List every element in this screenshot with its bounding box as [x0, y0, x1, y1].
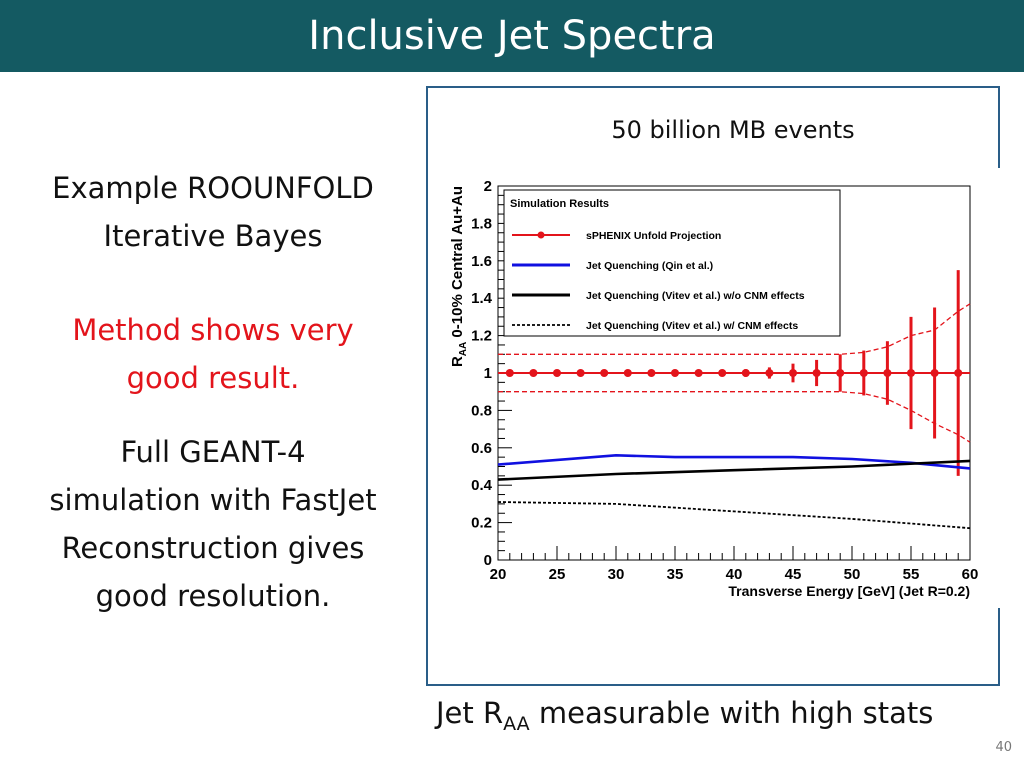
unfold-point-13: [812, 369, 821, 377]
y-tick-label-4: 0.8: [471, 402, 492, 419]
unfold-point-0: [505, 369, 514, 377]
unfold-point-18: [930, 369, 939, 377]
legend-entry-0: sPHENIX Unfold Projection: [586, 230, 721, 242]
legend-entry-3: Jet Quenching (Vitev et al.) w/ CNM effe…: [586, 320, 798, 332]
unfold-point-15: [859, 369, 868, 377]
caption-prefix: Jet R: [436, 696, 504, 730]
y-tick-label-9: 1.8: [471, 215, 492, 232]
simulation-line-2: simulation with FastJet: [49, 483, 377, 517]
legend-marker-0: [537, 231, 545, 239]
unfold-point-16: [883, 369, 892, 377]
result-line-1: Method shows very: [72, 313, 354, 347]
unfold-point-14: [836, 369, 845, 377]
x-tick-label-35: 35: [667, 566, 684, 583]
y-tick-label-3: 0.6: [471, 440, 492, 457]
result-line-2: good result.: [126, 361, 300, 395]
result-text: Method shows very good result.: [18, 306, 408, 402]
unfold-point-6: [647, 369, 656, 377]
y-tick-label-1: 0.2: [471, 515, 492, 532]
simulation-text: Full GEANT-4 simulation with FastJet Rec…: [18, 428, 408, 620]
y-tick-label-10: 2: [484, 178, 492, 195]
unfold-point-19: [954, 369, 963, 377]
x-tick-label-45: 45: [785, 566, 802, 583]
x-axis-label: Transverse Energy [GeV] (Jet R=0.2): [728, 583, 970, 599]
intro-line-1: Example ROOUNFOLD: [52, 171, 374, 205]
unfold-point-7: [671, 369, 679, 377]
simulation-line-3: Reconstruction gives: [61, 531, 365, 565]
plot-series: [497, 270, 971, 530]
plot-axes: 20 25 30 35 40 45 50 55 60 0 0.2 0.4 0.6 0.8 1 1.2 1.4 1.…: [449, 178, 978, 599]
chart-header: 50 billion MB events: [611, 116, 855, 144]
unfold-point-1: [529, 369, 538, 377]
legend: Simulation Results sPHENIX Unfold Project…: [503, 189, 841, 337]
series-line-1: [497, 453, 971, 470]
legend-entry-2: Jet Quenching (Vitev et al.) w/o CNM eff…: [586, 290, 805, 302]
y-tick-label-5: 1: [484, 365, 492, 382]
chart-caption: Jet RAA measurable with high stats: [436, 696, 933, 735]
y-tick-label-8: 1.6: [471, 253, 492, 270]
legend-title: Simulation Results: [510, 198, 609, 210]
x-tick-label-55: 55: [903, 566, 920, 583]
legend-box: [503, 189, 841, 337]
caption-subscript: AA: [503, 712, 530, 735]
x-tick-label-50: 50: [844, 566, 861, 583]
intro-text: Example ROOUNFOLD Iterative Bayes: [18, 164, 408, 260]
unfold-point-17: [907, 369, 915, 377]
x-tick-label-25: 25: [549, 566, 566, 583]
unfold-point-11: [765, 369, 774, 377]
uncertainty-band: [498, 303, 971, 443]
unfold-point-2: [553, 369, 561, 377]
unfold-point-4: [600, 369, 609, 377]
series-line-2: [497, 459, 971, 481]
x-tick-label-60: 60: [962, 566, 979, 583]
y-tick-label-7: 1.4: [471, 290, 493, 307]
unfold-point-3: [576, 369, 585, 377]
caption-suffix: measurable with high stats: [529, 696, 934, 730]
legend-entry-1: Jet Quenching (Qin et al.): [586, 260, 713, 272]
page-number: 40: [995, 740, 1012, 755]
x-tick-label-40: 40: [726, 566, 743, 583]
y-tick-label-6: 1.2: [471, 328, 492, 345]
simulation-line-4: good resolution.: [95, 579, 331, 613]
y-tick-label-0: 0: [484, 552, 492, 569]
raa-plot: 20 25 30 35 40 45 50 55 60 0 0.2 0.4 0.6 0.8 1 1.2 1.4 1.…: [430, 168, 1000, 608]
x-tick-label-20: 20: [490, 566, 507, 583]
band-upper: [498, 303, 971, 355]
simulation-line-1: Full GEANT-4: [120, 435, 306, 469]
unfold-point-8: [694, 369, 703, 377]
unfold-point-10: [741, 369, 750, 377]
intro-line-2: Iterative Bayes: [103, 219, 323, 253]
y-tick-label-2: 0.4: [471, 477, 493, 494]
unfold-point-5: [623, 369, 632, 377]
unfold-point-9: [718, 369, 727, 377]
slide-title: Inclusive Jet Spectra: [0, 0, 1024, 72]
series-line-3: [497, 501, 971, 530]
y-axis-label: RAA 0-10% Central Au+Au: [449, 186, 469, 367]
band-lower: [498, 391, 971, 443]
x-tick-label-30: 30: [608, 566, 625, 583]
unfold-point-12: [789, 369, 797, 377]
